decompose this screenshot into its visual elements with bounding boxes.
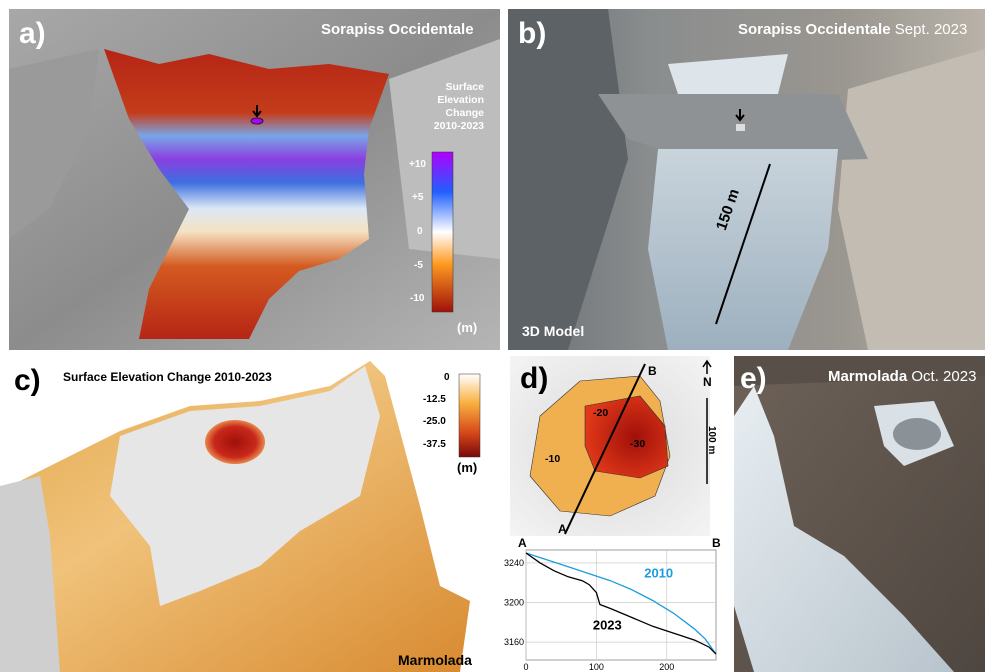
colorbar-tick: -10 [410, 293, 425, 304]
panel-title: Sorapiss Occidentale [321, 21, 474, 38]
unchanged-terrain [110, 366, 380, 606]
colorbar-unit: (m) [457, 460, 478, 475]
panel-label: d) [520, 362, 549, 395]
panel-e: e) Marmolada Oct. 2023 [734, 356, 985, 672]
panel-a: a) Sorapiss Occidentale Surface Elevatio… [9, 9, 500, 350]
panel-title: Sorapiss Occidentale Sept. 2023 [738, 21, 967, 38]
plot-area [525, 549, 717, 661]
north-label: N [703, 375, 712, 389]
title-bold: Sorapiss Occidentale [738, 21, 891, 38]
colorbar [431, 151, 454, 313]
legend-line: 2010-2023 [433, 120, 484, 132]
panel-title: Surface Elevation Change 2010-2023 [63, 370, 272, 384]
colorbar-tick: -12.5 [423, 394, 446, 405]
x-tick-label: 0 [523, 662, 528, 672]
model-label: 3D Model [522, 323, 585, 339]
profile-line [564, 363, 646, 535]
y-tick-label: 3160 [504, 637, 524, 647]
panel-label: c) [14, 364, 41, 397]
contour-label: -10 [545, 453, 561, 465]
colorbar-tick: 0 [417, 226, 423, 237]
colorbar-tick: -25.0 [423, 416, 446, 427]
place-label: Marmolada [398, 652, 472, 668]
panel-e-photo [734, 356, 985, 672]
panel-b-photo [508, 9, 985, 350]
profile-chart: 3240 3200 3160 0 100 200 2010 2023 A B [504, 536, 721, 672]
x-tick-label: 100 [589, 662, 604, 672]
title-date: Oct. 2023 [907, 368, 977, 385]
glacier-ice [734, 386, 954, 672]
colorbar-tick: -37.5 [423, 439, 446, 450]
arrow-icon [735, 109, 745, 122]
point-a-label: A [558, 522, 567, 536]
scale-line [715, 163, 771, 325]
legend-line: Elevation [437, 94, 484, 106]
profile-start-label: A [518, 536, 527, 550]
legend-title: Surface Elevation Change 2010-2023 [414, 81, 484, 133]
collapse-zone [584, 395, 669, 479]
panel-label: b) [518, 17, 547, 50]
legend-line: Surface [445, 81, 484, 93]
panel-c-3d-map [0, 361, 481, 672]
colorbar [458, 373, 481, 458]
panel-c: c) Surface Elevation Change 2010-2023 0 … [0, 356, 500, 672]
scale-label: 100 m [706, 426, 717, 455]
colorbar-tick: 0 [444, 372, 450, 383]
title-date: Sept. 2023 [890, 21, 968, 38]
colorbar-unit: (m) [457, 320, 478, 335]
point-b-label: B [648, 364, 657, 378]
glacier-change-surface [104, 49, 389, 339]
contour-label: -20 [593, 407, 609, 419]
series-line-2023 [525, 552, 717, 655]
panel-label: e) [740, 362, 767, 395]
panel-label: a) [19, 17, 46, 50]
colorbar-tick: -5 [414, 260, 423, 271]
arrow-icon [252, 105, 262, 118]
series-line-2010 [525, 552, 717, 655]
x-tick-label: 200 [659, 662, 674, 672]
legend-line: Change [445, 107, 484, 119]
y-tick-label: 3200 [504, 598, 524, 608]
series-label-2010: 2010 [644, 566, 673, 581]
contour-label: -30 [630, 438, 646, 450]
panel-a-map [9, 9, 500, 350]
y-tick-label: 3240 [504, 558, 524, 568]
series-label-2023: 2023 [593, 617, 622, 632]
title-bold: Marmolada [828, 368, 908, 385]
glacier-tongue [648, 149, 838, 350]
profile-end-label: B [712, 536, 721, 550]
panel-d-map [510, 356, 712, 536]
colorbar-tick: +10 [409, 159, 426, 170]
panel-b: b) Sorapiss Occidentale Sept. 2023 150 m… [508, 9, 985, 350]
colorbar-tick: +5 [412, 192, 424, 203]
north-arrow-icon [702, 359, 712, 374]
collapse-hollow [205, 420, 265, 464]
panel-d: d) -20 -30 -10 B A N 100 m 3240 3200 3160 0… [500, 356, 732, 672]
panel-title: Marmolada Oct. 2023 [828, 368, 976, 385]
